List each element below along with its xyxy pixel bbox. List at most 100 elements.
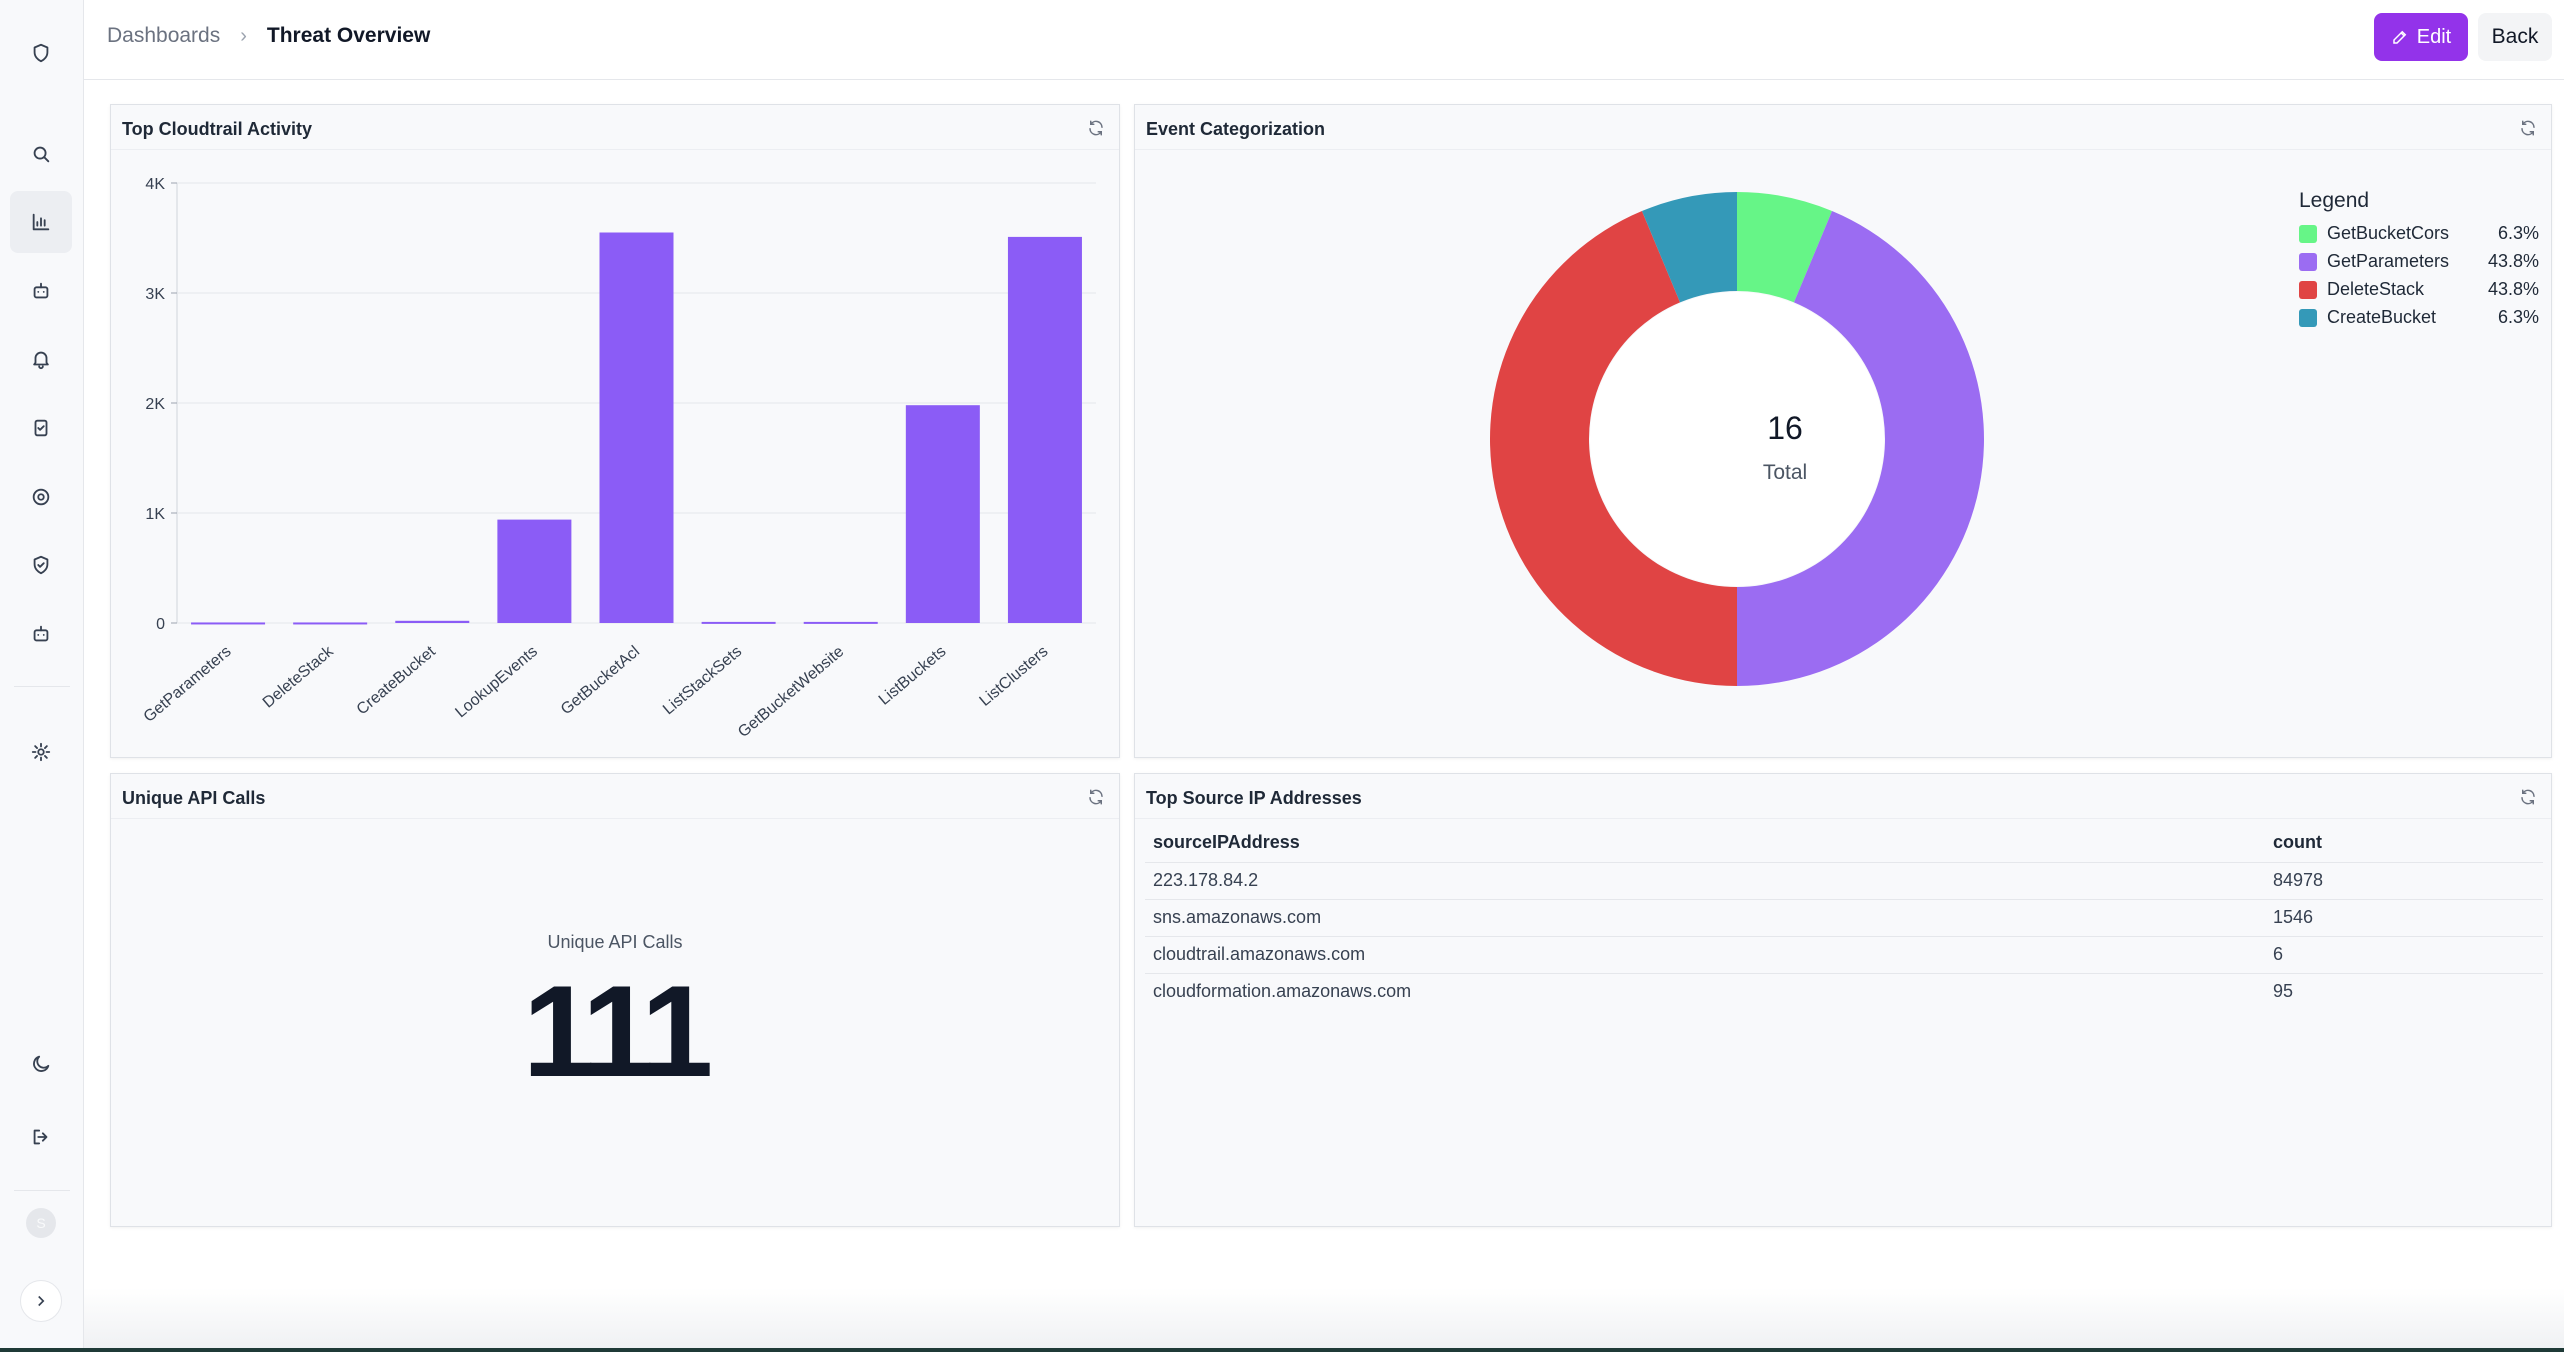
legend-label: GetBucketCors: [2327, 223, 2450, 243]
refresh-icon[interactable]: [1087, 788, 1107, 808]
x-tick-label: GetParameters: [141, 643, 235, 726]
edit-icon: [2393, 30, 2407, 44]
robot-icon[interactable]: [10, 603, 72, 665]
y-tick-label: 1K: [145, 506, 165, 523]
legend-swatch: [2299, 252, 2317, 271]
legend-item[interactable]: GetParameters 43.8%: [2299, 251, 2539, 272]
refresh-icon[interactable]: [2519, 788, 2539, 808]
refresh-icon[interactable]: [2519, 119, 2539, 139]
donut-slice[interactable]: [1490, 211, 1737, 686]
edit-button-label: Edit: [2416, 25, 2452, 48]
x-tick-label: LookupEvents: [452, 643, 541, 721]
x-tick-label: ListStackSets: [660, 643, 745, 718]
expand-sidebar-button[interactable]: [20, 1280, 62, 1322]
table-cell: cloudtrail.amazonaws.com: [1145, 936, 2265, 974]
bell-icon[interactable]: [10, 328, 72, 390]
back-button[interactable]: Back: [2478, 13, 2552, 61]
settings-icon[interactable]: [10, 721, 72, 783]
table-row[interactable]: sns.amazonaws.com 1546: [1145, 899, 2543, 937]
refresh-icon[interactable]: [1087, 119, 1107, 139]
donut-slice[interactable]: [1737, 192, 1833, 303]
legend-label: GetParameters: [2327, 251, 2450, 271]
unique-api-calls-panel: Unique API Calls Unique API Calls 111: [110, 773, 1120, 1227]
target-icon[interactable]: [10, 466, 72, 528]
y-tick-label: 3K: [145, 286, 165, 303]
panel-title: Unique API Calls: [122, 788, 266, 808]
bar-chart: 0 1K 2K 3K 4K GetParameters DeleteStack CreateB…: [141, 176, 1096, 741]
breadcrumb: Dashboards › Threat Overview: [107, 24, 430, 48]
header: Dashboards › Threat Overview: [84, 0, 2564, 80]
bar[interactable]: [599, 232, 674, 624]
cloudtrail-activity-panel: Top Cloudtrail Activity 0 1K 2K 3K 4K GetPara…: [110, 104, 1120, 758]
donut-chart: [1490, 192, 1984, 686]
table-cell: 84978: [2265, 862, 2543, 900]
table-row[interactable]: cloudtrail.amazonaws.com 6: [1145, 936, 2543, 974]
edit-button[interactable]: Edit: [2374, 13, 2468, 61]
x-tick-label: DeleteStack: [260, 642, 338, 711]
chevron-right-icon: [38, 1295, 45, 1307]
moon-icon[interactable]: [10, 1033, 72, 1095]
panel-title: Event Categorization: [1146, 119, 1326, 139]
legend-label: DeleteStack: [2327, 279, 2425, 299]
legend-percent: 43.8%: [2487, 251, 2539, 271]
avatar[interactable]: S: [26, 1208, 56, 1238]
table-row[interactable]: 223.178.84.2 84978: [1145, 862, 2543, 900]
breadcrumb-dashboards-link[interactable]: Dashboards: [107, 24, 221, 47]
shield-icon[interactable]: [10, 22, 72, 84]
y-tick-label: 0: [156, 616, 165, 633]
event-categorization-panel: Event Categorization 16 Total Legend Get…: [1134, 104, 2552, 758]
bar[interactable]: [905, 405, 980, 623]
x-tick-label: ListClusters: [977, 643, 1052, 710]
column-header[interactable]: count: [2265, 824, 2543, 863]
panel-title: Top Source IP Addresses: [1146, 788, 1362, 808]
legend-item[interactable]: GetBucketCors 6.3%: [2299, 223, 2539, 244]
table-row[interactable]: cloudformation.amazonaws.com 95: [1145, 973, 2543, 1010]
legend-swatch: [2299, 308, 2317, 327]
bar[interactable]: [701, 621, 776, 624]
table-cell: 223.178.84.2: [1145, 862, 2265, 900]
donut-total-label: Total: [1762, 461, 1808, 484]
clipboard-check-icon[interactable]: [10, 397, 72, 459]
search-icon[interactable]: [10, 123, 72, 185]
table-cell: 1546: [2265, 899, 2543, 937]
legend-percent: 6.3%: [2497, 307, 2539, 327]
logout-icon[interactable]: [10, 1106, 72, 1168]
x-tick-label: GetBucketWebsite: [735, 643, 847, 741]
source-ip-table: sourceIPAddress count 223.178.84.2 84978…: [1145, 824, 2543, 1010]
table-cell: sns.amazonaws.com: [1145, 899, 2265, 937]
sidebar: S: [0, 0, 84, 1352]
donut-total-value: 16: [1767, 410, 1803, 446]
y-tick-label: 4K: [145, 176, 165, 193]
legend-item[interactable]: DeleteStack 43.8%: [2299, 279, 2539, 300]
bar[interactable]: [293, 622, 368, 625]
donut-slice[interactable]: [1737, 211, 1984, 686]
bar[interactable]: [1007, 236, 1082, 623]
table-cell: cloudformation.amazonaws.com: [1153, 981, 1412, 1002]
legend-title: Legend: [2299, 189, 2370, 212]
legend-percent: 43.8%: [2487, 279, 2539, 299]
donut-slice[interactable]: [1641, 192, 1737, 303]
legend-percent: 6.3%: [2497, 223, 2539, 243]
bar-chart-icon[interactable]: [10, 191, 72, 253]
x-tick-label: ListBuckets: [876, 643, 950, 709]
breadcrumb-separator: ›: [240, 24, 247, 47]
bar[interactable]: [395, 620, 470, 623]
bar[interactable]: [803, 621, 878, 624]
source-ip-panel: Top Source IP Addresses sourceIPAddress …: [1134, 773, 2552, 1227]
kpi-value: 111: [522, 958, 714, 1104]
x-tick-label: GetBucketAcl: [558, 643, 643, 718]
table-cell: 6: [2265, 936, 2543, 974]
table-header-row: sourceIPAddress count: [1145, 824, 2543, 863]
table-cell: 95: [2273, 981, 2294, 1002]
legend-item[interactable]: CreateBucket 6.3%: [2299, 307, 2539, 328]
column-header[interactable]: sourceIPAddress: [1145, 824, 2265, 863]
legend-swatch: [2299, 280, 2317, 299]
bot-icon[interactable]: [10, 260, 72, 322]
bar[interactable]: [191, 622, 266, 625]
page-title: Threat Overview: [266, 24, 431, 47]
shield-check-icon[interactable]: [10, 534, 72, 596]
x-tick-label: CreateBucket: [354, 643, 440, 719]
legend-label: CreateBucket: [2327, 307, 2437, 327]
legend-swatch: [2299, 224, 2317, 243]
bar[interactable]: [497, 519, 572, 623]
